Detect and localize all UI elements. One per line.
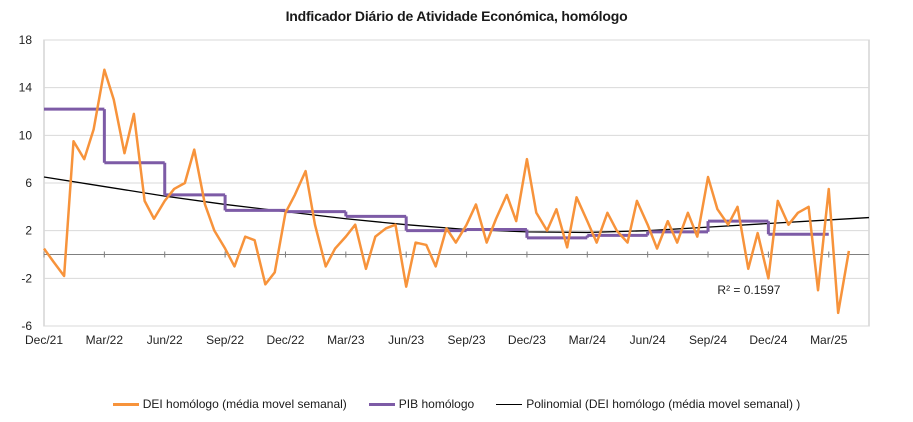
legend-label-pib: PIB homólogo	[398, 397, 475, 411]
x-tick-label: Sep/24	[689, 333, 727, 347]
y-tick-label: 2	[25, 224, 32, 238]
x-tick-label: Dec/22	[266, 333, 304, 347]
y-tick-label: 10	[19, 128, 33, 142]
legend-label-trend: Polinomial (DEI homólogo (média movel se…	[526, 397, 801, 411]
x-tick-label: Dec/21	[25, 333, 63, 347]
x-axis: Dec/21 Mar/22 Jun/22 Sep/22 Dec/22 Mar/23 Jun/…	[25, 251, 848, 347]
plot-frame	[43, 39, 870, 327]
y-tick-label: -6	[21, 319, 32, 333]
series-layer	[42, 68, 870, 315]
x-tick-label: Mar/23	[327, 333, 365, 347]
series-polinomial-trend	[43, 176, 870, 234]
y-tick-label: -2	[21, 271, 32, 285]
y-tick-label: 14	[19, 81, 33, 95]
legend-swatch-pib	[368, 402, 395, 406]
r-squared-annotation: R² = 0.1597	[717, 283, 780, 297]
legend-item-dei: DEI homólogo (média movel semanal)	[112, 397, 347, 411]
legend-item-pib: PIB homólogo	[368, 397, 475, 411]
y-axis: 18 14 10 6 2 -2 -6	[19, 33, 33, 333]
series-dei-homologo	[42, 68, 851, 315]
y-tick-label: 6	[25, 176, 32, 190]
x-tick-label: Jun/24	[630, 333, 666, 347]
x-tick-label: Mar/25	[810, 333, 848, 347]
legend: DEI homólogo (média movel semanal) PIB h…	[0, 397, 913, 411]
x-tick-label: Dec/24	[749, 333, 787, 347]
chart-title: Indficador Diário de Atividade Económica…	[285, 8, 628, 24]
legend-label-dei: DEI homólogo (média movel semanal)	[142, 397, 347, 411]
x-tick-label: Sep/23	[448, 333, 486, 347]
legend-swatch-trend	[496, 403, 523, 405]
x-tick-label: Dec/23	[508, 333, 546, 347]
legend-item-trend: Polinomial (DEI homólogo (média movel se…	[496, 397, 800, 411]
x-tick-label: Jun/22	[147, 333, 183, 347]
y-tick-label: 18	[19, 33, 33, 47]
x-tick-label: Sep/22	[206, 333, 244, 347]
x-tick-label: Mar/24	[569, 333, 607, 347]
legend-swatch-dei	[112, 402, 139, 406]
x-tick-label: Jun/23	[388, 333, 424, 347]
x-tick-label: Mar/22	[86, 333, 124, 347]
